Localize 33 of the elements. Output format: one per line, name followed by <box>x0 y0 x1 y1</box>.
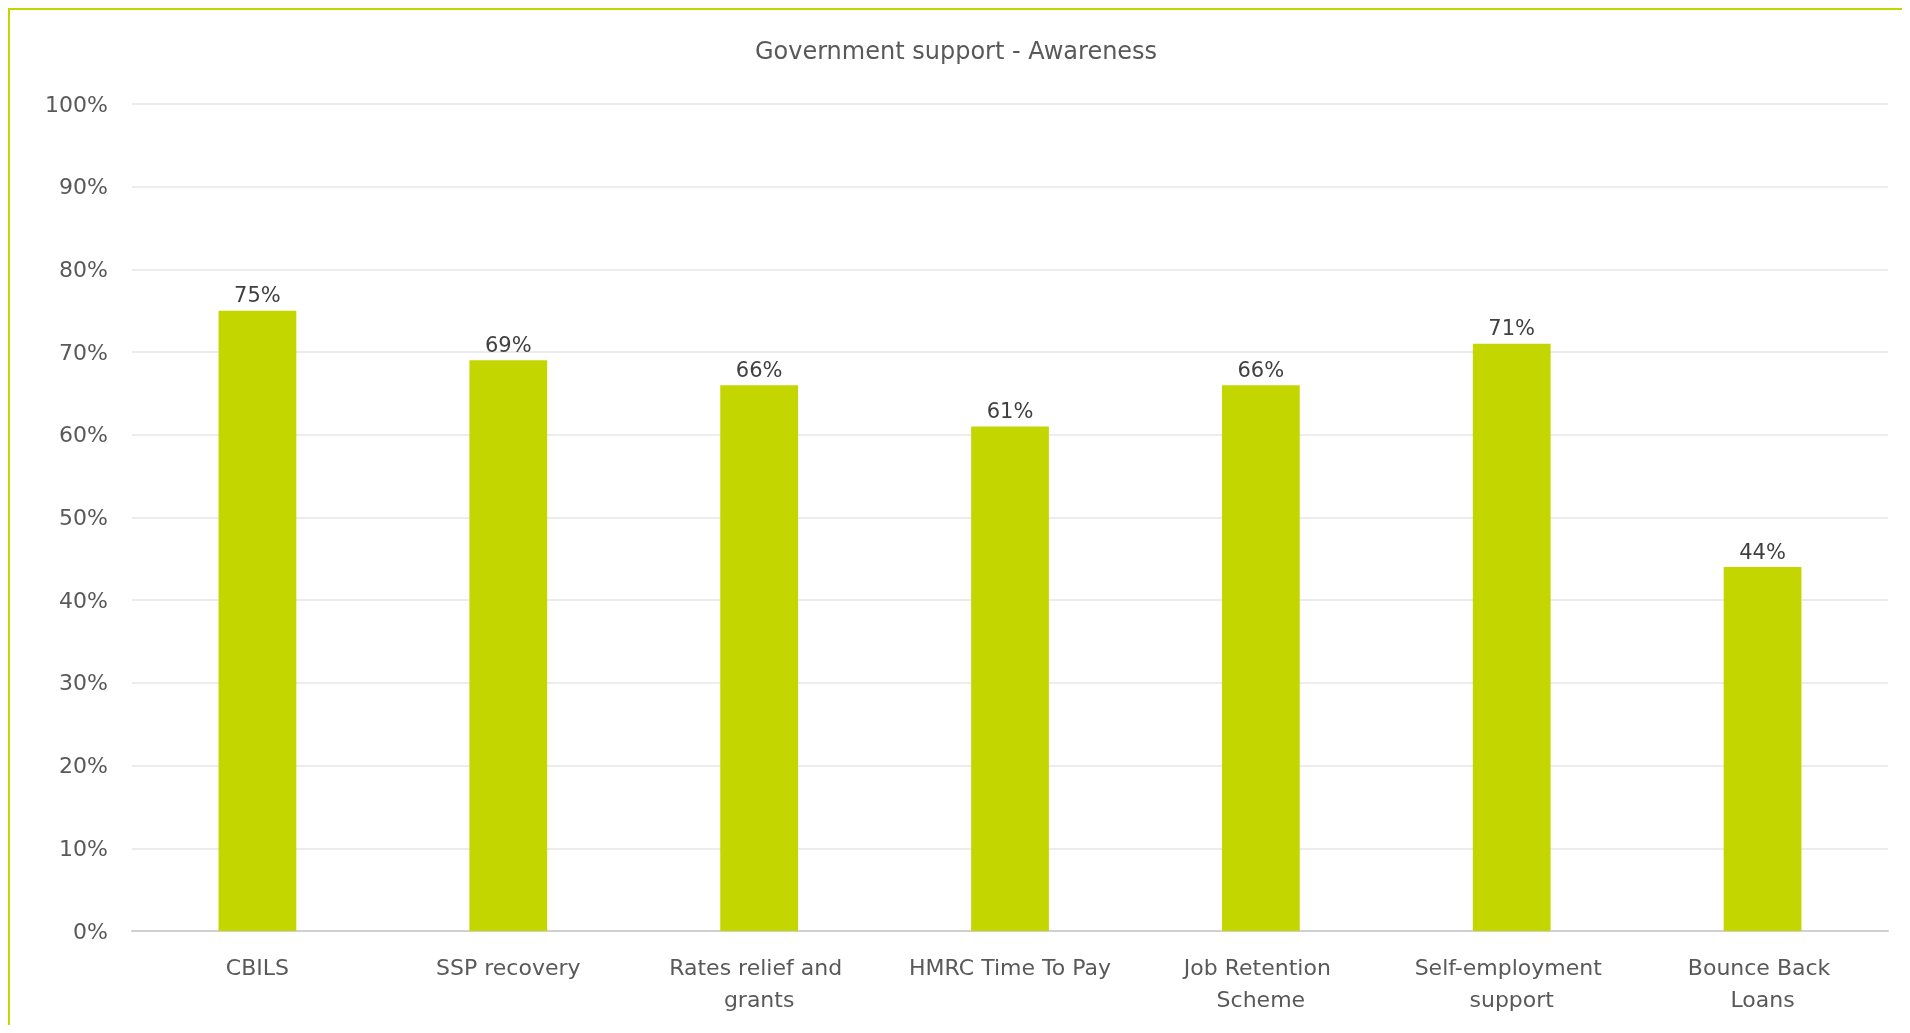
y-tick-label: 10% <box>59 835 108 861</box>
x-tick-label: Self-employment support <box>1414 954 1609 1012</box>
y-tick-label: 20% <box>59 753 108 779</box>
y-tick-label: 40% <box>59 587 108 613</box>
x-tick-label: CBILS <box>225 954 290 980</box>
data-label: 69% <box>484 332 532 357</box>
data-label: 75% <box>234 283 281 308</box>
bar <box>720 385 799 931</box>
y-tick-label: 0% <box>73 918 108 944</box>
data-label: 44% <box>1739 539 1786 564</box>
bar <box>1221 385 1300 931</box>
data-label: 66% <box>735 357 783 382</box>
y-tick-label: 80% <box>59 256 108 282</box>
bar <box>469 360 548 931</box>
y-tick-label: 30% <box>59 670 108 696</box>
y-tick-label: 70% <box>59 339 108 365</box>
bar <box>1472 343 1551 931</box>
x-tick-label: Bounce Back Loans <box>1687 954 1838 1012</box>
bar <box>1723 567 1802 931</box>
bar <box>218 310 297 931</box>
y-tick-label: 100% <box>45 91 108 117</box>
y-tick-label: 90% <box>59 174 108 200</box>
data-label: 71% <box>1488 316 1536 341</box>
data-label: 61% <box>986 399 1034 424</box>
bar <box>971 426 1049 931</box>
x-tick-label: HMRC Time To Pay <box>909 954 1111 980</box>
x-tick-label: Job Retention Scheme <box>1181 954 1338 1012</box>
y-tick-label: 50% <box>59 505 108 530</box>
x-tick-label: SSP recovery <box>436 954 581 980</box>
x-tick-label: Rates relief and grants <box>669 954 850 1012</box>
chart-title: Government support - Awareness <box>754 37 1158 65</box>
data-label: 66% <box>1237 357 1285 382</box>
y-tick-label: 60% <box>59 422 108 448</box>
